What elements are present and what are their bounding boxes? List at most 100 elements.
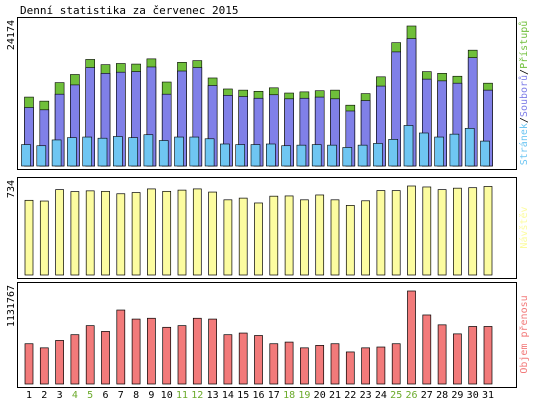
bar-visits-day-7 bbox=[116, 193, 126, 276]
bar-visits-day-15 bbox=[238, 197, 248, 276]
x-tick-label-day-6: 6 bbox=[102, 390, 108, 401]
bar-pages-day-17 bbox=[265, 143, 276, 167]
bar-bytes-day-7 bbox=[116, 309, 126, 385]
bar-visits-day-3 bbox=[55, 189, 64, 276]
bar-bytes-day-8 bbox=[131, 318, 141, 385]
bar-visits-day-12 bbox=[192, 188, 202, 276]
bar-bytes-day-16 bbox=[254, 335, 263, 385]
bar-pages-day-11 bbox=[174, 136, 184, 167]
bar-pages-day-18 bbox=[281, 145, 291, 167]
x-tick-label-day-11: 11 bbox=[176, 390, 188, 401]
bar-bytes-day-31 bbox=[483, 326, 493, 385]
bar-visits-day-20 bbox=[315, 194, 325, 276]
bar-bytes-day-14 bbox=[223, 334, 233, 385]
x-tick-label-day-22: 22 bbox=[344, 390, 356, 401]
bar-bytes-day-26 bbox=[407, 290, 416, 385]
bar-bytes-day-28 bbox=[437, 324, 447, 385]
bar-bytes-day-5 bbox=[85, 325, 95, 385]
x-tick-label-day-10: 10 bbox=[161, 390, 173, 401]
x-tick-label-day-1: 1 bbox=[26, 390, 32, 401]
y-max-label: 734 bbox=[6, 180, 17, 198]
x-tick-label-day-19: 19 bbox=[298, 390, 310, 401]
x-tick-label-day-15: 15 bbox=[237, 390, 249, 401]
legend: Stránek/Souborů/Přístupů bbox=[518, 21, 530, 166]
bar-pages-day-31 bbox=[480, 140, 490, 167]
bar-pages-day-28 bbox=[434, 136, 444, 167]
bar-pages-day-3 bbox=[51, 139, 62, 167]
bar-visits-day-28 bbox=[437, 189, 447, 276]
legend-entry: / bbox=[519, 69, 530, 75]
bar-visits-day-26 bbox=[407, 185, 416, 276]
bar-bytes-day-19 bbox=[300, 347, 309, 385]
bar-bytes-day-13 bbox=[208, 318, 217, 385]
bar-pages-day-15 bbox=[235, 144, 245, 167]
x-tick-label-day-26: 26 bbox=[405, 390, 417, 401]
bar-bytes-day-10 bbox=[162, 326, 172, 385]
bar-bytes-day-12 bbox=[192, 317, 202, 385]
legend-entry: / bbox=[519, 117, 530, 123]
bar-visits-day-23 bbox=[361, 200, 370, 276]
bar-bytes-day-1 bbox=[24, 343, 34, 385]
x-tick-label-day-18: 18 bbox=[283, 390, 295, 401]
x-tick-label-day-29: 29 bbox=[451, 390, 463, 401]
bar-pages-day-14 bbox=[220, 143, 230, 167]
legend-entry: Návštěv bbox=[518, 206, 530, 248]
x-tick-label-day-28: 28 bbox=[436, 390, 448, 401]
bar-bytes-day-17 bbox=[269, 343, 279, 385]
bar-pages-day-5 bbox=[82, 136, 92, 167]
chart-panel-2: 734 Návštěv bbox=[6, 177, 530, 279]
y-max-label: 24174 bbox=[6, 20, 17, 50]
bar-pages-day-23 bbox=[357, 144, 368, 167]
legend-entry: Přístupů bbox=[518, 21, 530, 69]
legend: Návštěv bbox=[518, 206, 530, 248]
x-tick-label-day-12: 12 bbox=[191, 390, 203, 401]
bar-visits-day-22 bbox=[345, 205, 355, 276]
legend-entry: Objem přenosu bbox=[518, 295, 530, 373]
bar-pages-day-30 bbox=[464, 128, 475, 167]
bar-visits-day-18 bbox=[284, 195, 294, 276]
bar-bytes-day-27 bbox=[422, 314, 432, 385]
bar-pages-day-10 bbox=[158, 140, 169, 167]
bar-bytes-day-6 bbox=[101, 331, 110, 385]
x-tick-label-day-27: 27 bbox=[421, 390, 433, 401]
bar-visits-day-24 bbox=[376, 190, 386, 276]
x-axis-labels: 1 2 3 4 5 6 7 8 9 10 11 12 13 14 15 16 17 18 19 20 21 22 23 24 2… bbox=[26, 390, 494, 401]
bar-visits-day-19 bbox=[300, 199, 309, 276]
bar-visits-day-31 bbox=[483, 186, 493, 276]
x-tick-label-day-13: 13 bbox=[207, 390, 219, 401]
x-tick-label-day-2: 2 bbox=[41, 390, 47, 401]
bar-pages-day-13 bbox=[204, 138, 215, 167]
bar-bytes-day-24 bbox=[376, 346, 386, 385]
bar-pages-day-9 bbox=[143, 134, 154, 167]
bar-pages-day-6 bbox=[97, 137, 108, 167]
bar-bytes-day-18 bbox=[284, 341, 294, 385]
x-tick-label-day-9: 9 bbox=[148, 390, 154, 401]
x-tick-label-day-24: 24 bbox=[375, 390, 387, 401]
bar-pages-day-21 bbox=[327, 144, 337, 167]
panel-frame bbox=[17, 177, 517, 279]
bar-bytes-day-29 bbox=[453, 333, 462, 385]
x-tick-label-day-16: 16 bbox=[252, 390, 264, 401]
panel-frame bbox=[17, 282, 517, 388]
bar-pages-day-16 bbox=[250, 144, 261, 167]
chart-panels: 24174 Stránek/Souborů/Přístupů 734 Návštěv 1… bbox=[6, 17, 530, 388]
bar-visits-day-5 bbox=[85, 190, 95, 276]
bar-pages-day-29 bbox=[449, 133, 460, 167]
bar-visits-day-11 bbox=[177, 189, 187, 276]
bar-bytes-day-20 bbox=[315, 345, 325, 385]
bar-bytes-day-9 bbox=[147, 317, 156, 385]
x-tick-label-day-8: 8 bbox=[133, 390, 139, 401]
bar-pages-day-19 bbox=[296, 144, 307, 167]
bar-bytes-day-23 bbox=[361, 347, 370, 385]
bar-bytes-day-2 bbox=[39, 347, 49, 385]
bar-pages-day-8 bbox=[128, 137, 138, 167]
legend-entry: Stránek bbox=[518, 123, 530, 165]
bar-pages-day-25 bbox=[388, 139, 399, 167]
bar-bytes-day-25 bbox=[391, 343, 401, 385]
bar-pages-day-12 bbox=[189, 136, 200, 167]
chart-title: Denní statistika za červenec 2015 bbox=[20, 4, 239, 17]
chart-panel-3: 1131767 Objem přenosu bbox=[6, 282, 530, 388]
bar-visits-day-27 bbox=[422, 186, 432, 276]
